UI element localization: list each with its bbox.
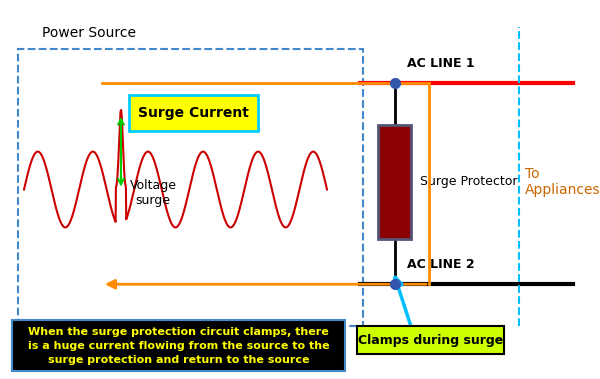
- Text: Voltage
surge: Voltage surge: [130, 179, 176, 207]
- Text: Power Source: Power Source: [42, 26, 136, 40]
- Text: AC LINE 2: AC LINE 2: [407, 258, 475, 271]
- Text: Surge Current: Surge Current: [138, 106, 249, 120]
- Bar: [12, 320, 345, 371]
- Bar: [129, 95, 258, 131]
- Text: AC LINE 1: AC LINE 1: [407, 57, 475, 70]
- Bar: [378, 125, 411, 239]
- Text: To
Appliances: To Appliances: [525, 167, 600, 197]
- Bar: [357, 326, 504, 354]
- Text: When the surge protection circuit clamps, there
is a huge current flowing from t: When the surge protection circuit clamps…: [28, 327, 329, 365]
- Text: Surge Protector: Surge Protector: [420, 175, 517, 188]
- FancyBboxPatch shape: [18, 49, 363, 326]
- Text: Clamps during surge: Clamps during surge: [358, 334, 503, 347]
